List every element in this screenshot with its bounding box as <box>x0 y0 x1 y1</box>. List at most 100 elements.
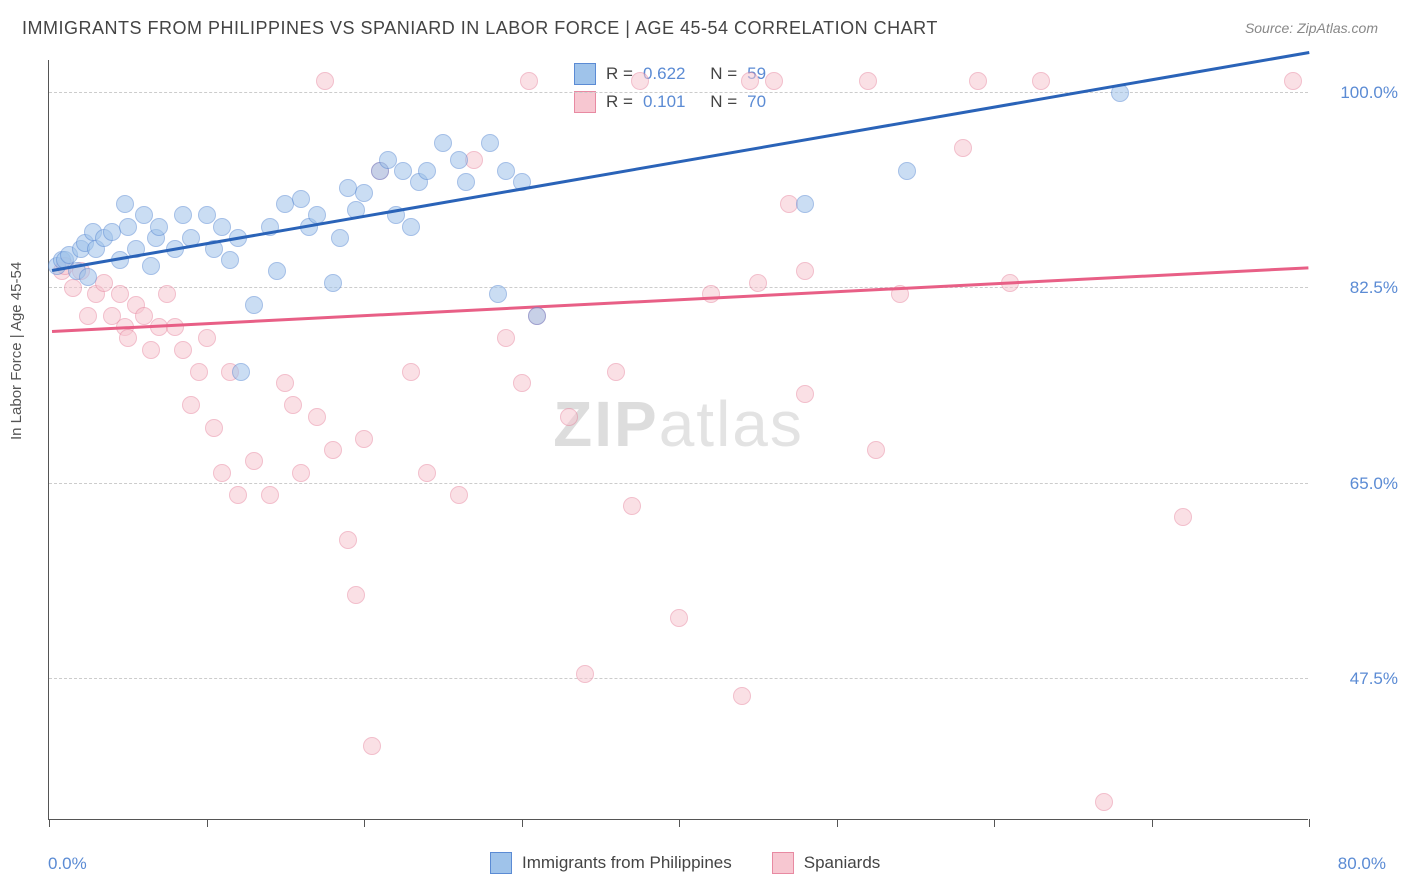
data-point <box>182 396 200 414</box>
data-point <box>95 274 113 292</box>
data-point <box>969 72 987 90</box>
data-point <box>174 341 192 359</box>
y-axis-label: In Labor Force | Age 45-54 <box>8 262 25 440</box>
x-tick <box>49 819 50 827</box>
data-point <box>1284 72 1302 90</box>
data-point <box>481 134 499 152</box>
swatch-icon <box>490 852 512 874</box>
data-point <box>576 665 594 683</box>
trend-line <box>52 267 1309 333</box>
data-point <box>1174 508 1192 526</box>
data-point <box>954 139 972 157</box>
data-point <box>528 307 546 325</box>
data-point <box>607 363 625 381</box>
data-point <box>623 497 641 515</box>
data-point <box>190 363 208 381</box>
data-point <box>465 151 483 169</box>
data-point <box>670 609 688 627</box>
x-tick <box>837 819 838 827</box>
data-point <box>418 162 436 180</box>
x-tick <box>207 819 208 827</box>
data-point <box>394 162 412 180</box>
correlation-stats-box: R = 0.622 N = 59 R = 0.101 N = 70 <box>574 60 766 116</box>
data-point <box>135 307 153 325</box>
y-tick-label: 47.5% <box>1318 669 1398 689</box>
plot-area: ZIPatlas R = 0.622 N = 59 R = 0.101 N = … <box>48 60 1308 820</box>
data-point <box>284 396 302 414</box>
data-point <box>142 341 160 359</box>
data-point <box>733 687 751 705</box>
watermark: ZIPatlas <box>553 387 804 461</box>
data-point <box>324 274 342 292</box>
swatch-icon <box>574 91 596 113</box>
data-point <box>702 285 720 303</box>
y-tick-label: 82.5% <box>1318 278 1398 298</box>
x-axis-min-label: 0.0% <box>48 854 87 874</box>
data-point <box>402 218 420 236</box>
data-point <box>79 268 97 286</box>
data-point <box>79 307 97 325</box>
data-point <box>232 363 250 381</box>
data-point <box>355 430 373 448</box>
data-point <box>749 274 767 292</box>
legend-item: Immigrants from Philippines <box>490 852 732 874</box>
data-point <box>111 285 129 303</box>
stats-row-series1: R = 0.622 N = 59 <box>574 60 766 88</box>
data-point <box>198 329 216 347</box>
data-point <box>213 218 231 236</box>
x-tick <box>1309 819 1310 827</box>
gridline <box>49 678 1308 679</box>
data-point <box>116 195 134 213</box>
y-tick-label: 100.0% <box>1318 83 1398 103</box>
data-point <box>221 251 239 269</box>
data-point <box>292 464 310 482</box>
data-point <box>796 262 814 280</box>
data-point <box>213 464 231 482</box>
data-point <box>331 229 349 247</box>
data-point <box>489 285 507 303</box>
data-point <box>1095 793 1113 811</box>
data-point <box>898 162 916 180</box>
gridline <box>49 483 1308 484</box>
data-point <box>450 151 468 169</box>
data-point <box>560 408 578 426</box>
data-point <box>434 134 452 152</box>
data-point <box>316 72 334 90</box>
data-point <box>796 195 814 213</box>
data-point <box>198 206 216 224</box>
data-point <box>457 173 475 191</box>
data-point <box>308 408 326 426</box>
data-point <box>631 72 649 90</box>
bottom-legend: Immigrants from Philippines Spaniards <box>490 852 880 874</box>
data-point <box>859 72 877 90</box>
data-point <box>174 206 192 224</box>
r-value: 0.622 <box>643 60 686 88</box>
data-point <box>765 72 783 90</box>
data-point <box>402 363 420 381</box>
data-point <box>497 329 515 347</box>
x-tick <box>364 819 365 827</box>
data-point <box>261 486 279 504</box>
data-point <box>379 151 397 169</box>
data-point <box>64 279 82 297</box>
data-point <box>867 441 885 459</box>
data-point <box>158 285 176 303</box>
x-axis-max-label: 80.0% <box>1338 854 1386 874</box>
data-point <box>520 72 538 90</box>
data-point <box>1032 72 1050 90</box>
chart-title: IMMIGRANTS FROM PHILIPPINES VS SPANIARD … <box>22 18 938 39</box>
data-point <box>245 296 263 314</box>
legend-label: Immigrants from Philippines <box>522 853 732 873</box>
x-tick <box>679 819 680 827</box>
data-point <box>418 464 436 482</box>
data-point <box>741 72 759 90</box>
data-point <box>268 262 286 280</box>
x-tick <box>1152 819 1153 827</box>
data-point <box>513 374 531 392</box>
swatch-icon <box>574 63 596 85</box>
data-point <box>292 190 310 208</box>
data-point <box>205 419 223 437</box>
data-point <box>796 385 814 403</box>
data-point <box>497 162 515 180</box>
data-point <box>276 374 294 392</box>
